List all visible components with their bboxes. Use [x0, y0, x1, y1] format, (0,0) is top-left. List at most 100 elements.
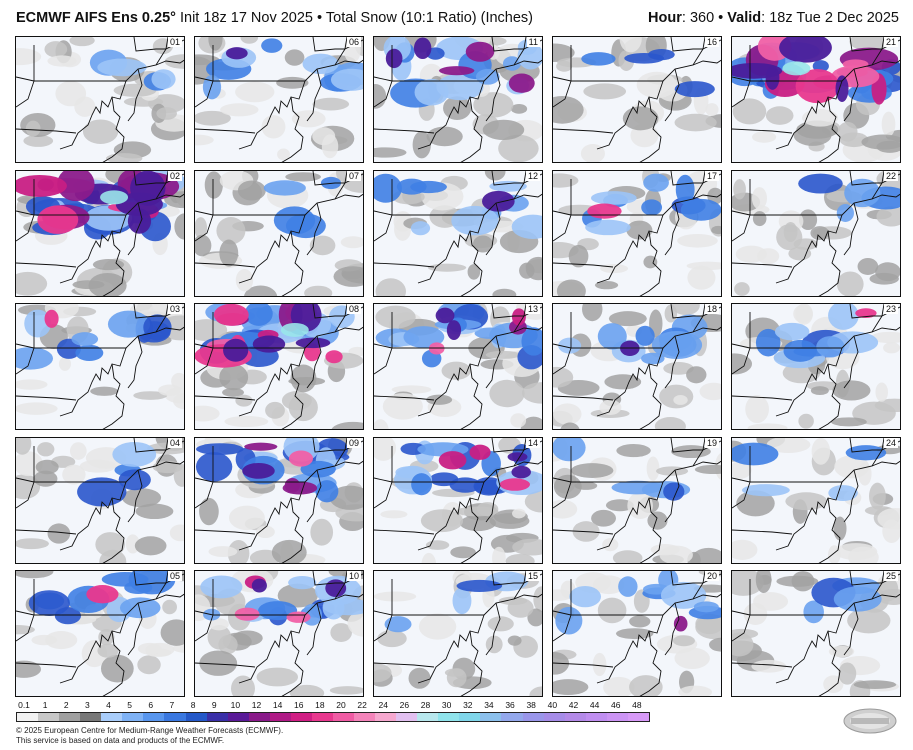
colorbar-swatches: [16, 712, 650, 722]
member-panel: 24: [731, 436, 901, 564]
colorbar-swatch: [522, 713, 544, 721]
valid-time-block: Hour: 360 • Valid: 18z Tue 2 Dec 2025: [648, 10, 899, 26]
map-title: ECMWF AIFS Ens 0.25° Init 18z 17 Nov 202…: [16, 10, 533, 26]
snowfall-map: [16, 170, 184, 296]
member-number-label: 24: [883, 437, 898, 448]
colorbar-tick-label: 18: [315, 700, 325, 710]
member-number-label: 13: [525, 304, 540, 314]
member-panel: 01: [15, 36, 185, 163]
snowfall-map: [732, 170, 900, 296]
colorbar-swatch: [543, 713, 565, 721]
member-number-label: 04: [167, 437, 182, 448]
colorbar-swatch: [396, 713, 418, 721]
snowfall-map: [374, 37, 542, 162]
colorbar-labels: 0.1 1 2 3 4 5 6 7 8 9 10 12 14 16 18 20 22 24 26 28 30 32 34 36…: [16, 700, 656, 711]
colorbar-swatch: [269, 713, 291, 721]
colorbar-swatch: [606, 713, 628, 721]
model-name: ECMWF AIFS Ens 0.25°: [16, 10, 176, 26]
valid-time: 18z Tue 2 Dec 2025: [769, 10, 899, 26]
member-panel: 13: [373, 303, 543, 430]
colorbar-tick-label: 9: [211, 700, 217, 710]
colorbar-tick-label: 48: [632, 700, 642, 710]
colorbar-tick-label: 14: [272, 700, 283, 710]
colorbar-swatch: [38, 713, 60, 721]
member-panel: 07: [194, 169, 364, 297]
member-panel: 10: [194, 570, 364, 697]
colorbar-swatch: [185, 713, 207, 721]
member-panel: 20: [552, 570, 722, 697]
colorbar-tick-label: 2: [63, 700, 69, 710]
colorbar-swatch: [459, 713, 481, 721]
member-number-label: 20: [704, 571, 719, 581]
product-name: Total Snow (10:1 Ratio) (Inches): [325, 10, 534, 26]
member-panel: 02: [15, 169, 185, 297]
colorbar-tick-label: 28: [420, 700, 431, 710]
snowfall-map: [195, 170, 363, 296]
snowfall-map: [553, 37, 721, 162]
snowfall-map: [195, 304, 363, 429]
colorbar-tick-label: 4: [106, 700, 111, 710]
member-number-label: 06: [346, 37, 361, 47]
title-separator: •: [317, 10, 323, 26]
colorbar-swatch: [59, 713, 81, 721]
member-number-label: 14: [525, 437, 540, 448]
ensemble-panel-grid: 01 06 11 16 21 02 07 12 17 22 03 08 13 18 23 04 09 14 19 24…: [15, 36, 905, 698]
member-number-label: 19: [704, 437, 719, 448]
colorbar-tick-label: 7: [169, 700, 175, 710]
colorbar-tick-label: 20: [336, 700, 346, 710]
member-number-label: 05: [167, 571, 182, 581]
snowfall-map: [16, 304, 184, 429]
colorbar-tick-label: 26: [399, 700, 410, 710]
hour-label: Hour: [648, 10, 682, 26]
snowfall-map: [16, 437, 184, 563]
snowfall-map: [16, 571, 184, 696]
valid-label: Valid: [727, 10, 762, 26]
title-separator-2: •: [718, 10, 724, 26]
colorbar-tick-label: 44: [589, 700, 600, 710]
member-number-label: 07: [346, 170, 361, 181]
colorbar-tick-label: 30: [441, 700, 452, 710]
colorbar-tick-label: 32: [463, 700, 473, 710]
snowfall-map: [195, 437, 363, 563]
colorbar-tick-label: 42: [568, 700, 579, 710]
snowfall-map: [16, 37, 184, 162]
colorbar-tick-label: 1: [42, 700, 48, 710]
init-label: Init: [179, 10, 200, 26]
snowfall-map: [374, 170, 542, 296]
member-panel: 15: [373, 570, 543, 697]
member-number-label: 22: [883, 170, 898, 181]
colorbar-tick-label: 8: [190, 700, 196, 710]
member-panel: 05: [15, 570, 185, 697]
colorbar-tick-label: 24: [378, 700, 388, 710]
colorbar-swatch: [417, 713, 439, 721]
snowfall-map: [553, 170, 721, 296]
member-number-label: 08: [346, 304, 361, 314]
member-panel: 19: [552, 436, 722, 564]
colorbar-swatch: [585, 713, 607, 721]
colorbar-swatch: [80, 713, 102, 721]
member-panel: 16: [552, 36, 722, 163]
member-number-label: 18: [704, 304, 719, 314]
member-number-label: 15: [525, 571, 540, 581]
member-number-label: 17: [704, 170, 719, 181]
member-panel: 03: [15, 303, 185, 430]
colorbar-swatch: [143, 713, 165, 721]
snowfall-map: [553, 304, 721, 429]
snowfall-map: [374, 304, 542, 429]
colorbar-tick-label: 34: [484, 700, 494, 710]
member-panel: 23: [731, 303, 901, 430]
colorbar-swatch: [332, 713, 354, 721]
snowfall-map: [732, 37, 900, 162]
member-number-label: 02: [167, 170, 182, 181]
member-panel: 09: [194, 436, 364, 564]
colorbar-swatch: [101, 713, 123, 721]
colorbar-swatch: [480, 713, 502, 721]
member-panel: 08: [194, 303, 364, 430]
colorbar-tick-label: 36: [505, 700, 515, 710]
colorbar-swatch: [354, 713, 376, 721]
member-number-label: 01: [167, 37, 182, 47]
colorbar-swatch: [627, 713, 649, 721]
colorbar-tick-label: 3: [85, 700, 90, 710]
colorbar-swatch: [290, 713, 312, 721]
colorbar-swatch: [564, 713, 586, 721]
